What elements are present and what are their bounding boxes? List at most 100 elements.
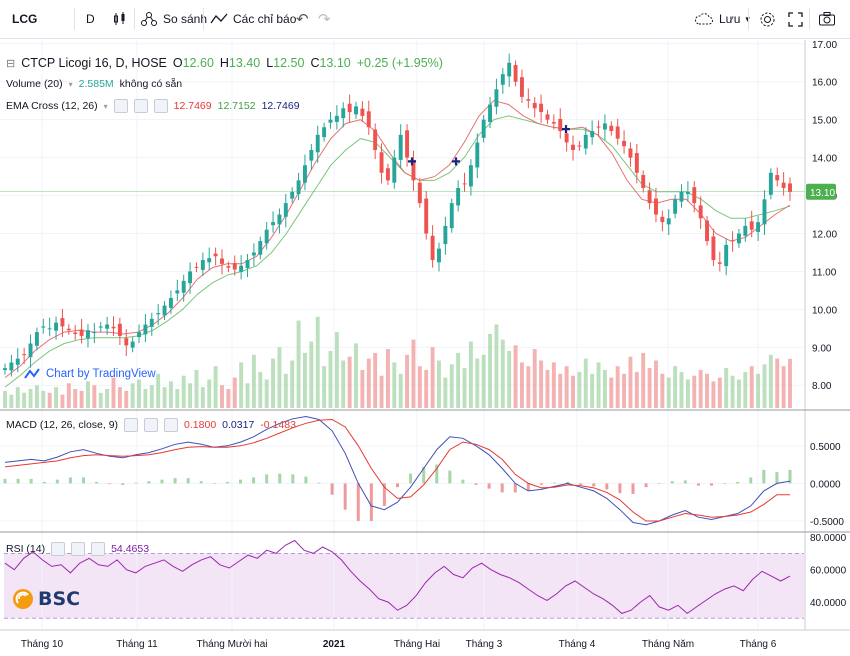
- price-tick-label: 15.00: [812, 116, 837, 127]
- macd-histogram-bar: [382, 483, 386, 506]
- interval-button[interactable]: D: [86, 0, 95, 38]
- candle-body: [692, 187, 697, 204]
- candle-body: [226, 266, 231, 268]
- snapshot-icon: [819, 12, 835, 26]
- volume-bar: [456, 352, 461, 408]
- chart-style-button[interactable]: [112, 0, 128, 38]
- candle-body: [590, 131, 595, 138]
- volume-bar: [34, 385, 39, 408]
- macd-histogram-bar: [356, 483, 360, 521]
- volume-bar: [571, 375, 575, 408]
- macd-histogram-bar: [474, 483, 478, 485]
- macd-histogram-bar: [225, 481, 229, 484]
- volume-bar: [98, 392, 103, 408]
- settings-icon[interactable]: [133, 99, 148, 113]
- volume-bar: [15, 387, 20, 408]
- candle-body: [500, 74, 505, 85]
- time-tick-label: Tháng 10: [21, 639, 64, 650]
- ohlc-open: O12.60: [172, 56, 214, 70]
- volume-bar: [507, 351, 512, 408]
- volume-bar: [411, 339, 416, 408]
- volume-bar: [328, 351, 333, 408]
- volume-bar: [22, 392, 27, 408]
- time-tick-label: Tháng 3: [466, 639, 503, 650]
- candle-body: [373, 129, 378, 151]
- volume-bar: [168, 381, 173, 408]
- compare-icon: [141, 12, 157, 26]
- candle-body: [360, 108, 365, 116]
- volume-bar: [564, 366, 569, 408]
- macd-legend[interactable]: MACD (12, 26, close, 9) 0.1800 0.0317 -0…: [6, 418, 296, 432]
- volume-bar: [417, 366, 422, 408]
- bsc-logo-icon: [13, 589, 33, 609]
- macd-histogram-bar: [513, 483, 517, 493]
- series-title: CTCP Licogi 16, D, HOSE: [21, 56, 167, 70]
- undo-icon: ↶: [296, 11, 309, 28]
- volume-bar: [315, 316, 320, 408]
- volume-bar: [162, 387, 167, 408]
- eye-icon[interactable]: [51, 542, 66, 556]
- candle-body: [475, 142, 480, 168]
- volume-bar: [488, 333, 493, 408]
- candle-body: [290, 191, 295, 199]
- candle-body: [347, 103, 352, 113]
- indicators-button[interactable]: Các chỉ báo: [210, 0, 296, 38]
- volume-bar: [188, 383, 193, 408]
- candle-body: [264, 229, 269, 244]
- settings-icon[interactable]: [144, 418, 159, 432]
- macd-histogram-bar: [147, 481, 151, 484]
- candle-body: [609, 125, 614, 132]
- macd-histogram-bar: [55, 479, 59, 484]
- undo-button[interactable]: ↶: [296, 0, 309, 38]
- collapse-icon[interactable]: ⊟: [6, 57, 16, 70]
- volume-bar: [756, 373, 761, 408]
- save-button[interactable]: Lưu ▾: [694, 0, 750, 38]
- candle-body: [551, 121, 556, 124]
- settings-button[interactable]: [759, 0, 776, 38]
- rsi-line: [4, 539, 791, 615]
- ema-legend[interactable]: EMA Cross (12, 26) ▾ 12.7469 12.7152 12.…: [6, 99, 300, 113]
- macd-histogram-bar: [369, 483, 373, 521]
- rsi-legend[interactable]: RSI (14) 54.4653: [6, 542, 149, 556]
- candle-body: [162, 305, 167, 316]
- settings-icon[interactable]: [71, 542, 86, 556]
- price-tick-label: 14.00: [812, 154, 837, 165]
- redo-button[interactable]: ↷: [318, 0, 331, 38]
- compare-button[interactable]: So sánh: [140, 0, 207, 38]
- toolbar-divider: [748, 8, 749, 30]
- eye-icon[interactable]: [113, 99, 128, 113]
- volume-legend[interactable]: Volume (20) ▾ 2.585M không có sẵn: [6, 78, 182, 90]
- volume-bar: [634, 371, 639, 408]
- volume-na: không có sẵn: [119, 78, 183, 90]
- tradingview-credit[interactable]: Chart by TradingView: [24, 368, 156, 380]
- close-icon[interactable]: [91, 542, 106, 556]
- candle-body: [92, 332, 97, 334]
- volume-bar: [500, 339, 505, 408]
- candle-body: [3, 368, 7, 371]
- fullscreen-button[interactable]: [788, 0, 803, 38]
- candle-body: [309, 150, 314, 161]
- rsi-label: RSI (14): [6, 543, 46, 555]
- candle-body: [188, 271, 193, 284]
- candles-icon: [114, 12, 125, 25]
- symbol-button[interactable]: LCG: [12, 0, 37, 38]
- candle-body: [532, 102, 537, 109]
- candle-body: [583, 134, 588, 149]
- price-tick-label: 12.00: [812, 229, 837, 240]
- close-icon[interactable]: [164, 418, 179, 432]
- volume-bar: [430, 347, 435, 408]
- macd-tick-label: 0.5000: [810, 442, 841, 453]
- volume-bar: [641, 352, 646, 408]
- close-icon[interactable]: [153, 99, 168, 113]
- volume-bar: [532, 349, 537, 408]
- chart-canvas[interactable]: 8.009.0010.0011.0012.0013.0014.0015.0016…: [0, 39, 850, 656]
- candle-body: [181, 280, 186, 293]
- candle-body: [468, 165, 473, 187]
- candle-body: [168, 297, 173, 308]
- candle-body: [577, 145, 582, 147]
- volume-bar: [437, 360, 441, 408]
- snapshot-button[interactable]: [818, 0, 836, 38]
- candle-body: [245, 260, 250, 269]
- eye-icon[interactable]: [124, 418, 139, 432]
- volume-bar: [558, 373, 563, 408]
